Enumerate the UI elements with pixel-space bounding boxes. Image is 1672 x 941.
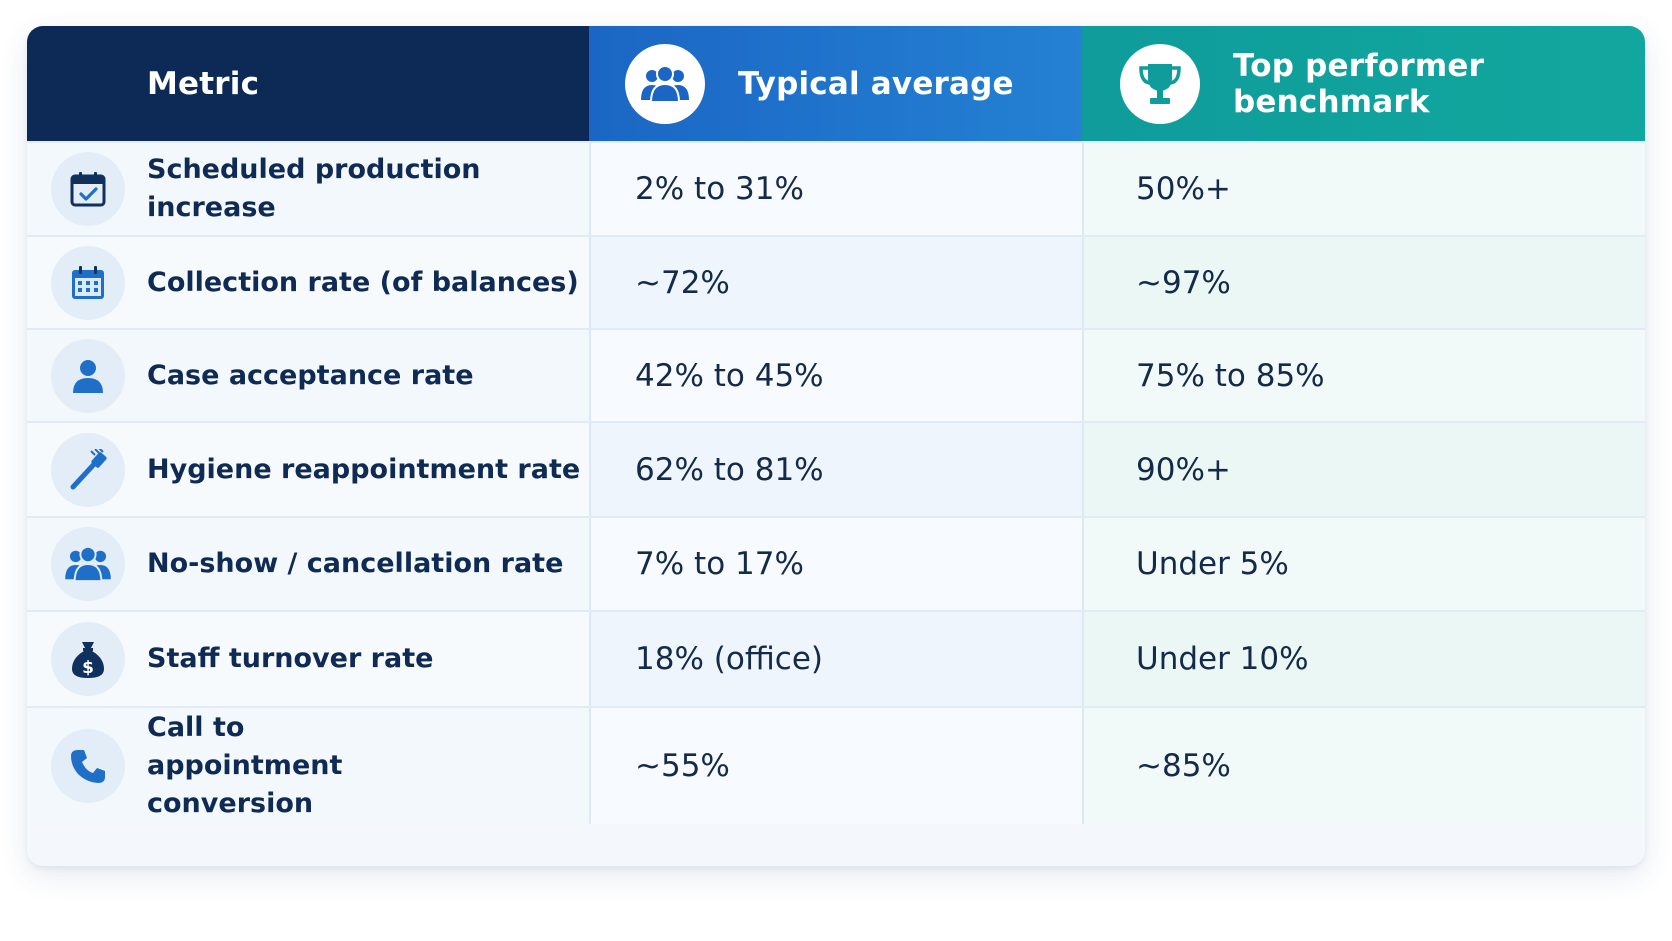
- people-group-icon: [625, 43, 705, 124]
- table-row: Case acceptance rate 42% to 45% 75% to 8…: [27, 328, 1645, 421]
- typical-cell: ~72%: [589, 237, 1082, 328]
- typical-cell: 7% to 17%: [589, 518, 1082, 610]
- table-row: Hygiene reappointment rate 62% to 81% 90…: [27, 421, 1645, 516]
- calendar-check-icon: [51, 152, 125, 226]
- typical-value: 2% to 31%: [635, 171, 804, 207]
- top-value: 90%+: [1136, 451, 1231, 488]
- metric-label: No-show / cancellation rate: [147, 548, 564, 579]
- typical-cell: ~55%: [589, 708, 1082, 824]
- header-typical-label: Typical average: [738, 65, 1014, 102]
- table-row: No-show / cancellation rate 7% to 17% Un…: [27, 516, 1645, 610]
- typical-value: 18% (office): [635, 641, 823, 677]
- metric-cell: Call to appointment conversion: [27, 708, 589, 824]
- metric-cell: $ Staff turnover rate: [27, 612, 589, 706]
- top-cell: 50%+: [1082, 143, 1645, 235]
- typical-value: 62% to 81%: [635, 451, 824, 488]
- metric-cell: Scheduled production increase: [27, 143, 589, 235]
- people-group-icon: [51, 527, 125, 601]
- metric-cell: Hygiene reappointment rate: [27, 423, 589, 516]
- typical-cell: 18% (office): [589, 612, 1082, 706]
- table-row: $ Staff turnover rate 18% (office) Under…: [27, 610, 1645, 706]
- table-row: Collection rate (of balances) ~72% ~97%: [27, 235, 1645, 328]
- toothbrush-icon: [51, 432, 125, 507]
- money-bag-icon: $: [51, 622, 125, 696]
- top-value: ~97%: [1136, 264, 1231, 301]
- top-value: ~85%: [1136, 748, 1231, 784]
- typical-value: ~72%: [635, 264, 730, 301]
- header-metric-label: Metric: [147, 65, 260, 102]
- typical-cell: 62% to 81%: [589, 423, 1082, 516]
- table-row: Call to appointment conversion ~55% ~85%: [27, 706, 1645, 824]
- phone-icon: [51, 729, 125, 803]
- calendar-icon: [51, 245, 125, 320]
- typical-value: 42% to 45%: [635, 357, 824, 394]
- typical-cell: 2% to 31%: [589, 143, 1082, 235]
- top-value: 75% to 85%: [1136, 357, 1325, 394]
- header-top-performer: Top performer benchmark: [1082, 26, 1645, 141]
- metric-cell: No-show / cancellation rate: [27, 518, 589, 610]
- typical-cell: 42% to 45%: [589, 330, 1082, 421]
- top-cell: ~97%: [1082, 237, 1645, 328]
- header-typical-average: Typical average: [589, 26, 1082, 141]
- table-row: Scheduled production increase 2% to 31% …: [27, 141, 1645, 235]
- typical-value: 7% to 17%: [635, 546, 804, 582]
- header-top-label: Top performer benchmark: [1233, 47, 1485, 120]
- top-value: 50%+: [1136, 171, 1231, 207]
- svg-text:$: $: [82, 658, 94, 678]
- top-cell: 75% to 85%: [1082, 330, 1645, 421]
- metric-label: Scheduled production increase: [147, 154, 481, 223]
- typical-value: ~55%: [635, 748, 730, 784]
- metric-label: Case acceptance rate: [147, 359, 474, 391]
- top-cell: Under 10%: [1082, 612, 1645, 706]
- trophy-icon: [1120, 43, 1200, 124]
- metric-cell: Collection rate (of balances): [27, 237, 589, 328]
- table-header: Metric Typical average: [27, 26, 1645, 141]
- metric-label: Hygiene reappointment rate: [147, 453, 581, 485]
- top-cell: ~85%: [1082, 708, 1645, 824]
- top-cell: Under 5%: [1082, 518, 1645, 610]
- top-value: Under 10%: [1136, 641, 1309, 677]
- header-metric: Metric: [27, 26, 589, 141]
- metric-label: Staff turnover rate: [147, 643, 434, 674]
- top-value: Under 5%: [1136, 546, 1289, 582]
- benchmark-table: Metric Typical average: [27, 26, 1645, 866]
- person-icon: [51, 338, 125, 413]
- top-cell: 90%+: [1082, 423, 1645, 516]
- metric-cell: Case acceptance rate: [27, 330, 589, 421]
- metric-label: Call to appointment conversion: [147, 712, 343, 819]
- metric-label: Collection rate (of balances): [147, 266, 579, 298]
